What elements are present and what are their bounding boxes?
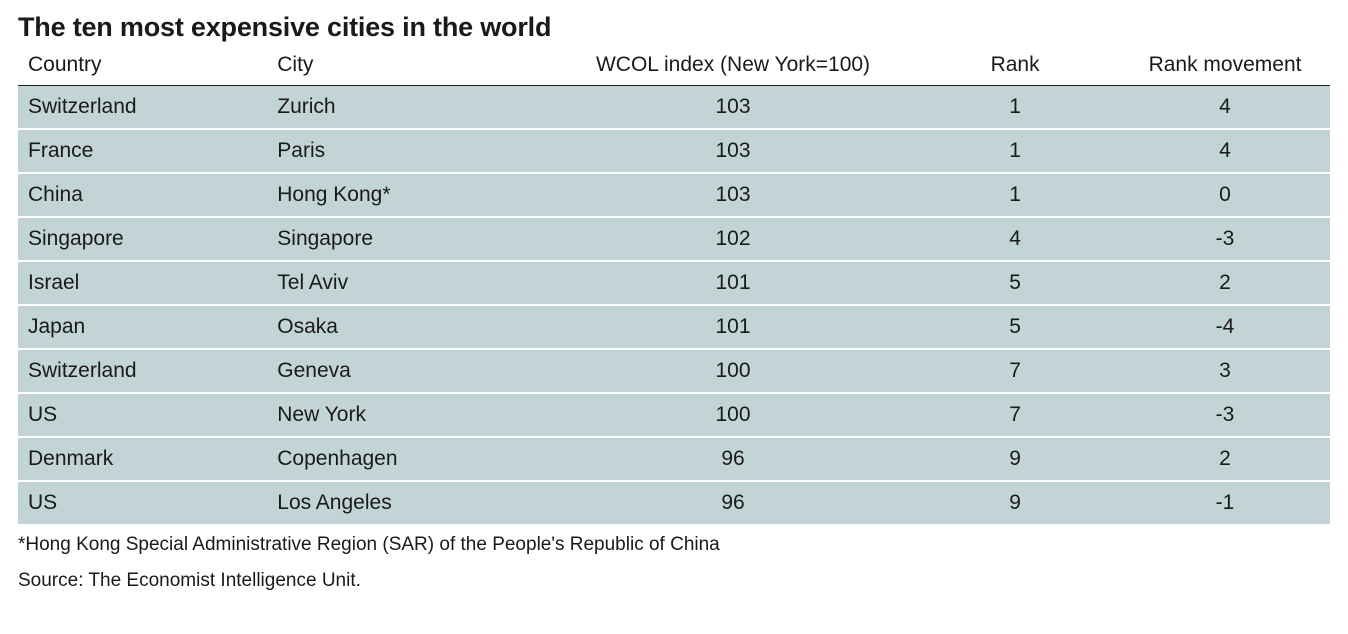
source-line: Source: The Economist Intelligence Unit.: [18, 570, 1330, 592]
cell-rank: 9: [910, 437, 1120, 481]
footnote: *Hong Kong Special Administrative Region…: [18, 534, 1330, 556]
cell-city: Hong Kong*: [267, 173, 556, 217]
col-header-wcol: WCOL index (New York=100): [556, 47, 910, 86]
cell-rank: 4: [910, 217, 1120, 261]
table-figure: The ten most expensive cities in the wor…: [0, 0, 1348, 602]
table-row: Switzerland Zurich 103 1 4: [18, 86, 1330, 130]
cell-city: Singapore: [267, 217, 556, 261]
cell-city: Paris: [267, 129, 556, 173]
cell-move: 0: [1120, 173, 1330, 217]
cell-rank: 5: [910, 261, 1120, 305]
cell-wcol: 100: [556, 349, 910, 393]
cell-rank: 1: [910, 173, 1120, 217]
table-row: Israel Tel Aviv 101 5 2: [18, 261, 1330, 305]
cell-wcol: 101: [556, 305, 910, 349]
cell-move: -3: [1120, 217, 1330, 261]
table-row: Denmark Copenhagen 96 9 2: [18, 437, 1330, 481]
cell-wcol: 103: [556, 86, 910, 130]
cell-move: 4: [1120, 86, 1330, 130]
cell-wcol: 96: [556, 481, 910, 525]
cell-city: Los Angeles: [267, 481, 556, 525]
cell-country: US: [18, 393, 267, 437]
cell-move: -4: [1120, 305, 1330, 349]
table-row: France Paris 103 1 4: [18, 129, 1330, 173]
cell-rank: 9: [910, 481, 1120, 525]
table-row: US New York 100 7 -3: [18, 393, 1330, 437]
table-header-row: Country City WCOL index (New York=100) R…: [18, 47, 1330, 86]
table-row: Singapore Singapore 102 4 -3: [18, 217, 1330, 261]
cell-country: France: [18, 129, 267, 173]
cell-city: New York: [267, 393, 556, 437]
cell-country: China: [18, 173, 267, 217]
cell-city: Osaka: [267, 305, 556, 349]
cell-move: -3: [1120, 393, 1330, 437]
cell-rank: 5: [910, 305, 1120, 349]
col-header-country: Country: [18, 47, 267, 86]
cell-rank: 7: [910, 349, 1120, 393]
table-row: Switzerland Geneva 100 7 3: [18, 349, 1330, 393]
cell-city: Zurich: [267, 86, 556, 130]
col-header-city: City: [267, 47, 556, 86]
cell-wcol: 100: [556, 393, 910, 437]
col-header-rank: Rank: [910, 47, 1120, 86]
cell-rank: 1: [910, 86, 1120, 130]
cell-country: Switzerland: [18, 349, 267, 393]
cell-move: -1: [1120, 481, 1330, 525]
cell-move: 3: [1120, 349, 1330, 393]
cell-move: 2: [1120, 437, 1330, 481]
cell-rank: 1: [910, 129, 1120, 173]
table-row: US Los Angeles 96 9 -1: [18, 481, 1330, 525]
col-header-move: Rank movement: [1120, 47, 1330, 86]
page-title: The ten most expensive cities in the wor…: [18, 12, 1330, 43]
cell-wcol: 102: [556, 217, 910, 261]
cell-city: Tel Aviv: [267, 261, 556, 305]
cell-wcol: 101: [556, 261, 910, 305]
cell-city: Geneva: [267, 349, 556, 393]
cell-country: Denmark: [18, 437, 267, 481]
cell-move: 4: [1120, 129, 1330, 173]
cell-move: 2: [1120, 261, 1330, 305]
cell-country: US: [18, 481, 267, 525]
cell-country: Japan: [18, 305, 267, 349]
cell-city: Copenhagen: [267, 437, 556, 481]
cell-rank: 7: [910, 393, 1120, 437]
cell-country: Switzerland: [18, 86, 267, 130]
cell-country: Singapore: [18, 217, 267, 261]
table-row: China Hong Kong* 103 1 0: [18, 173, 1330, 217]
cell-country: Israel: [18, 261, 267, 305]
cell-wcol: 103: [556, 129, 910, 173]
table-row: Japan Osaka 101 5 -4: [18, 305, 1330, 349]
table-body: Switzerland Zurich 103 1 4 France Paris …: [18, 86, 1330, 526]
cities-table: Country City WCOL index (New York=100) R…: [18, 47, 1330, 526]
cell-wcol: 103: [556, 173, 910, 217]
cell-wcol: 96: [556, 437, 910, 481]
